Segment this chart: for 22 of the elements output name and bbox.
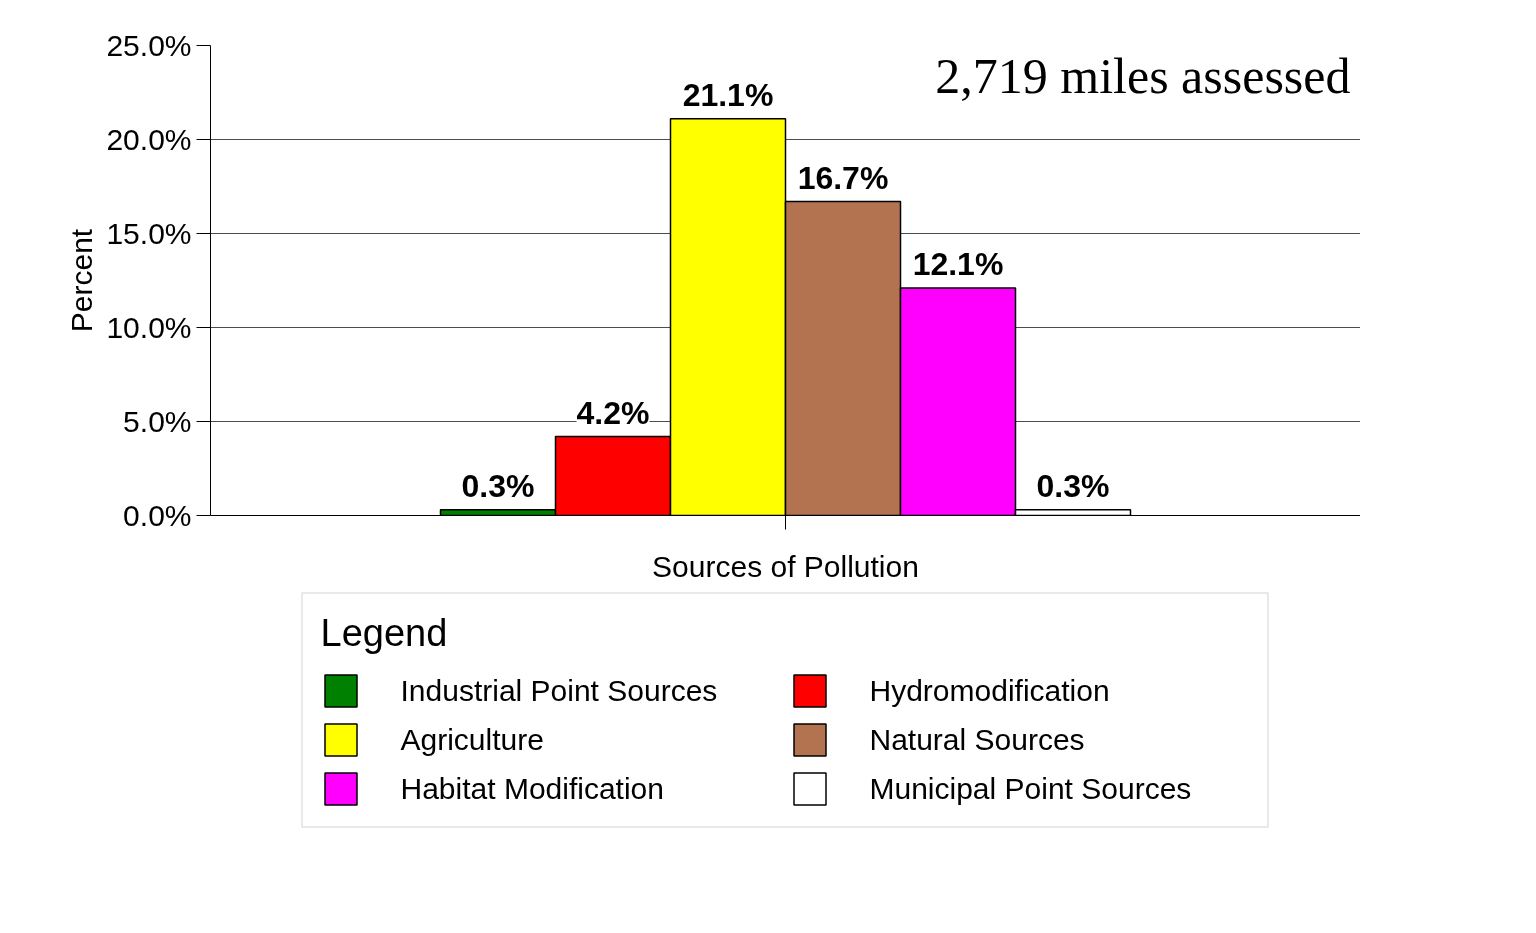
y-tick-label: 5.0% (123, 405, 192, 438)
data-label: 16.7% (797, 159, 889, 196)
data-label: 0.3% (1036, 467, 1110, 504)
data-label: 0.3% (461, 467, 535, 504)
legend-title: Legend (320, 611, 449, 655)
y-tick-label: 25.0% (106, 29, 192, 62)
y-tick-label: 10.0% (106, 311, 192, 344)
legend-label: Hydromodification (869, 673, 1111, 708)
y-axis-title: Percent (65, 228, 99, 333)
legend-label: Natural Sources (869, 722, 1086, 757)
y-tick-label: 0.0% (123, 499, 192, 532)
x-tick-label: Sources of Pollution (652, 549, 919, 583)
annotation: 2,719 miles assessed (935, 47, 1351, 104)
legend-label: Habitat Modification (400, 771, 665, 806)
data-label: 4.2% (576, 394, 650, 431)
legend-label: Industrial Point Sources (400, 673, 719, 708)
legend-label: Agriculture (400, 722, 545, 757)
y-tick-label: 15.0% (106, 217, 192, 250)
y-tick-label: 20.0% (106, 123, 192, 156)
data-label: 21.1% (682, 76, 774, 113)
legend-label: Municipal Point Sources (869, 771, 1193, 806)
data-label: 12.1% (912, 246, 1004, 283)
